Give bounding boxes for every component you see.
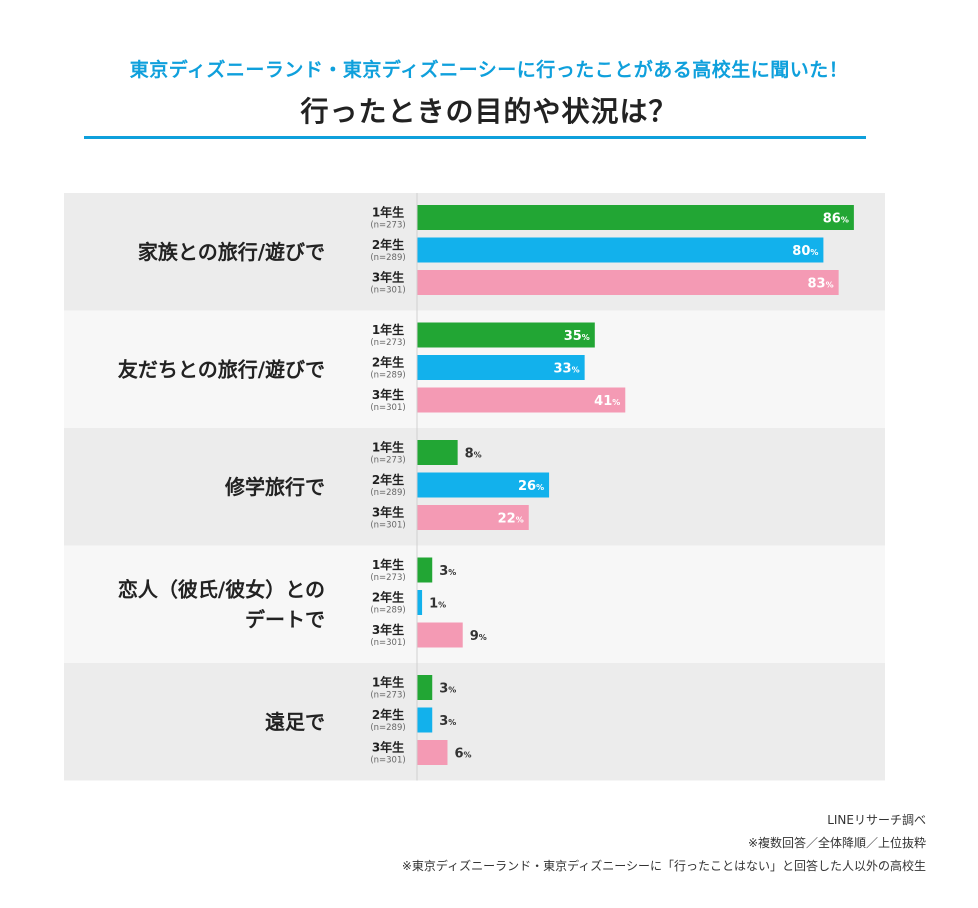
series-label: 2年生 — [372, 590, 404, 605]
series-label: 3年生 — [372, 270, 404, 285]
sample-size-label: (n=301) — [370, 638, 405, 648]
data-label: 35% — [564, 329, 590, 344]
bar — [417, 322, 595, 348]
series-label: 1年生 — [372, 322, 404, 337]
data-label: 41% — [594, 394, 620, 409]
data-label: 86% — [823, 212, 849, 227]
sample-size-label: (n=289) — [370, 253, 405, 263]
sample-size-label: (n=301) — [370, 756, 405, 766]
data-label: 3% — [439, 564, 456, 579]
sample-size-label: (n=289) — [370, 488, 405, 498]
data-label: 83% — [808, 277, 834, 292]
series-label: 2年生 — [372, 355, 404, 370]
bar — [417, 237, 824, 263]
data-label: 6% — [454, 747, 471, 762]
footnote-method: ※複数回答／全体降順／上位抜粋 — [747, 836, 926, 850]
series-label: 3年生 — [372, 740, 404, 755]
bar — [417, 740, 448, 765]
sample-size-label: (n=289) — [370, 606, 405, 616]
sample-size-label: (n=273) — [370, 691, 405, 701]
chart-subtitle: 行ったときの目的や状況は？ — [300, 95, 678, 128]
data-label: 1% — [429, 597, 446, 612]
bar — [417, 205, 854, 230]
footnote-scope: ※東京ディズニーランド・東京ディズニーシーに「行ったことはない」と回答した人以外… — [401, 859, 926, 873]
data-label: 22% — [498, 512, 524, 527]
bar — [417, 590, 423, 615]
bar — [417, 440, 458, 465]
bar — [417, 270, 839, 295]
sample-size-label: (n=273) — [370, 573, 405, 583]
data-label: 80% — [792, 244, 818, 259]
data-label: 3% — [439, 682, 456, 697]
bar — [417, 505, 529, 530]
category-label: 家族との旅行/遊びで — [138, 240, 325, 264]
title-underline — [84, 136, 866, 139]
bar — [417, 355, 585, 380]
sample-size-label: (n=273) — [370, 338, 405, 348]
footnote-source: LINEリサーチ調べ — [827, 813, 926, 827]
category-label: 修学旅行で — [224, 475, 325, 499]
category-label: 恋人（彼氏/彼女）との — [118, 577, 325, 601]
bar — [417, 675, 433, 700]
series-label: 1年生 — [372, 675, 404, 690]
sample-size-label: (n=273) — [370, 456, 405, 466]
bar — [417, 707, 433, 733]
series-label: 3年生 — [372, 622, 404, 637]
sample-size-label: (n=289) — [370, 723, 405, 733]
data-label: 8% — [465, 447, 482, 462]
data-label: 26% — [518, 479, 544, 494]
data-label: 33% — [554, 362, 580, 377]
series-label: 1年生 — [372, 557, 404, 572]
series-label: 2年生 — [372, 707, 404, 722]
series-label: 1年生 — [372, 440, 404, 455]
series-label: 2年生 — [372, 472, 404, 487]
bar — [417, 557, 433, 583]
series-label: 2年生 — [372, 237, 404, 252]
sample-size-label: (n=273) — [370, 221, 405, 231]
series-label: 1年生 — [372, 205, 404, 220]
sample-size-label: (n=301) — [370, 521, 405, 531]
series-label: 3年生 — [372, 505, 404, 520]
sample-size-label: (n=289) — [370, 371, 405, 381]
sample-size-label: (n=301) — [370, 286, 405, 296]
data-label: 9% — [470, 629, 487, 644]
sample-size-label: (n=301) — [370, 403, 405, 413]
bar — [417, 622, 463, 648]
category-label: デートで — [245, 607, 325, 631]
bar — [417, 472, 550, 498]
data-label: 3% — [439, 714, 456, 729]
bar — [417, 387, 626, 413]
series-label: 3年生 — [372, 387, 404, 402]
category-label: 友だちとの旅行/遊びで — [118, 357, 325, 381]
category-band — [64, 663, 885, 781]
category-label: 遠足で — [265, 710, 325, 734]
category-band — [64, 545, 885, 663]
chart-title: 東京ディズニーランド・東京ディズニーシーに行ったことがある高校生に聞いた！ — [129, 59, 849, 81]
